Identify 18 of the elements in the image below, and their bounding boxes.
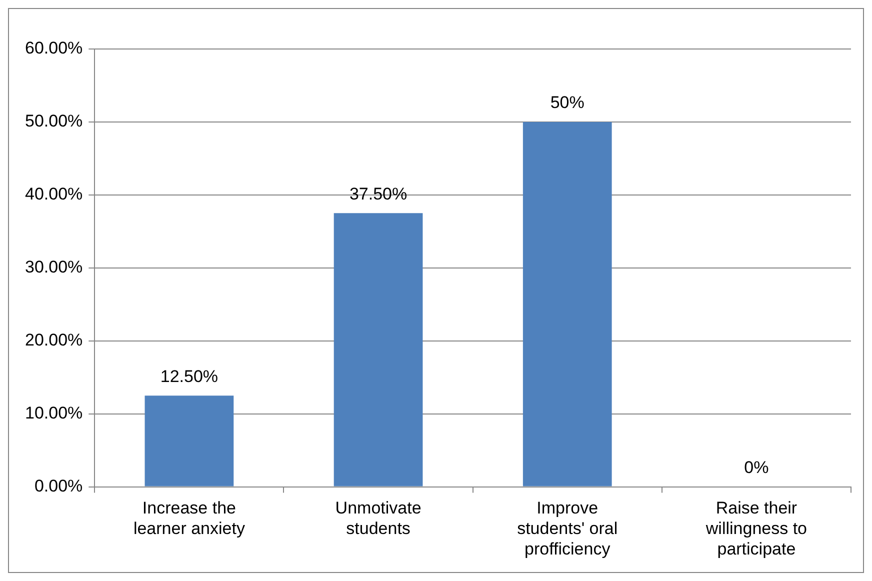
y-tick-label: 40.00%: [24, 184, 83, 204]
y-tick-label: 30.00%: [24, 258, 83, 277]
x-tick-label: Raise their willingness to participate: [704, 498, 808, 558]
bar: [144, 396, 234, 486]
bar: [522, 122, 612, 486]
x-tick-label: Unmotivate students: [335, 498, 422, 538]
data-label: 37.50%: [349, 184, 408, 204]
y-tick-label: 20.00%: [24, 330, 83, 350]
y-tick-label: 10.00%: [24, 404, 83, 423]
bar: [334, 213, 423, 486]
data-label: 0%: [744, 458, 769, 477]
y-tick-label: 50.00%: [24, 112, 83, 131]
y-tick-label: 0.00%: [34, 476, 83, 496]
x-tick-label: Increase the learner anxiety: [133, 498, 246, 538]
x-tick-label: Improve students' oral profficiency: [517, 498, 618, 558]
data-label: 12.50%: [160, 366, 218, 386]
y-tick-label: 60.00%: [24, 38, 83, 58]
data-label: 50%: [550, 93, 584, 112]
